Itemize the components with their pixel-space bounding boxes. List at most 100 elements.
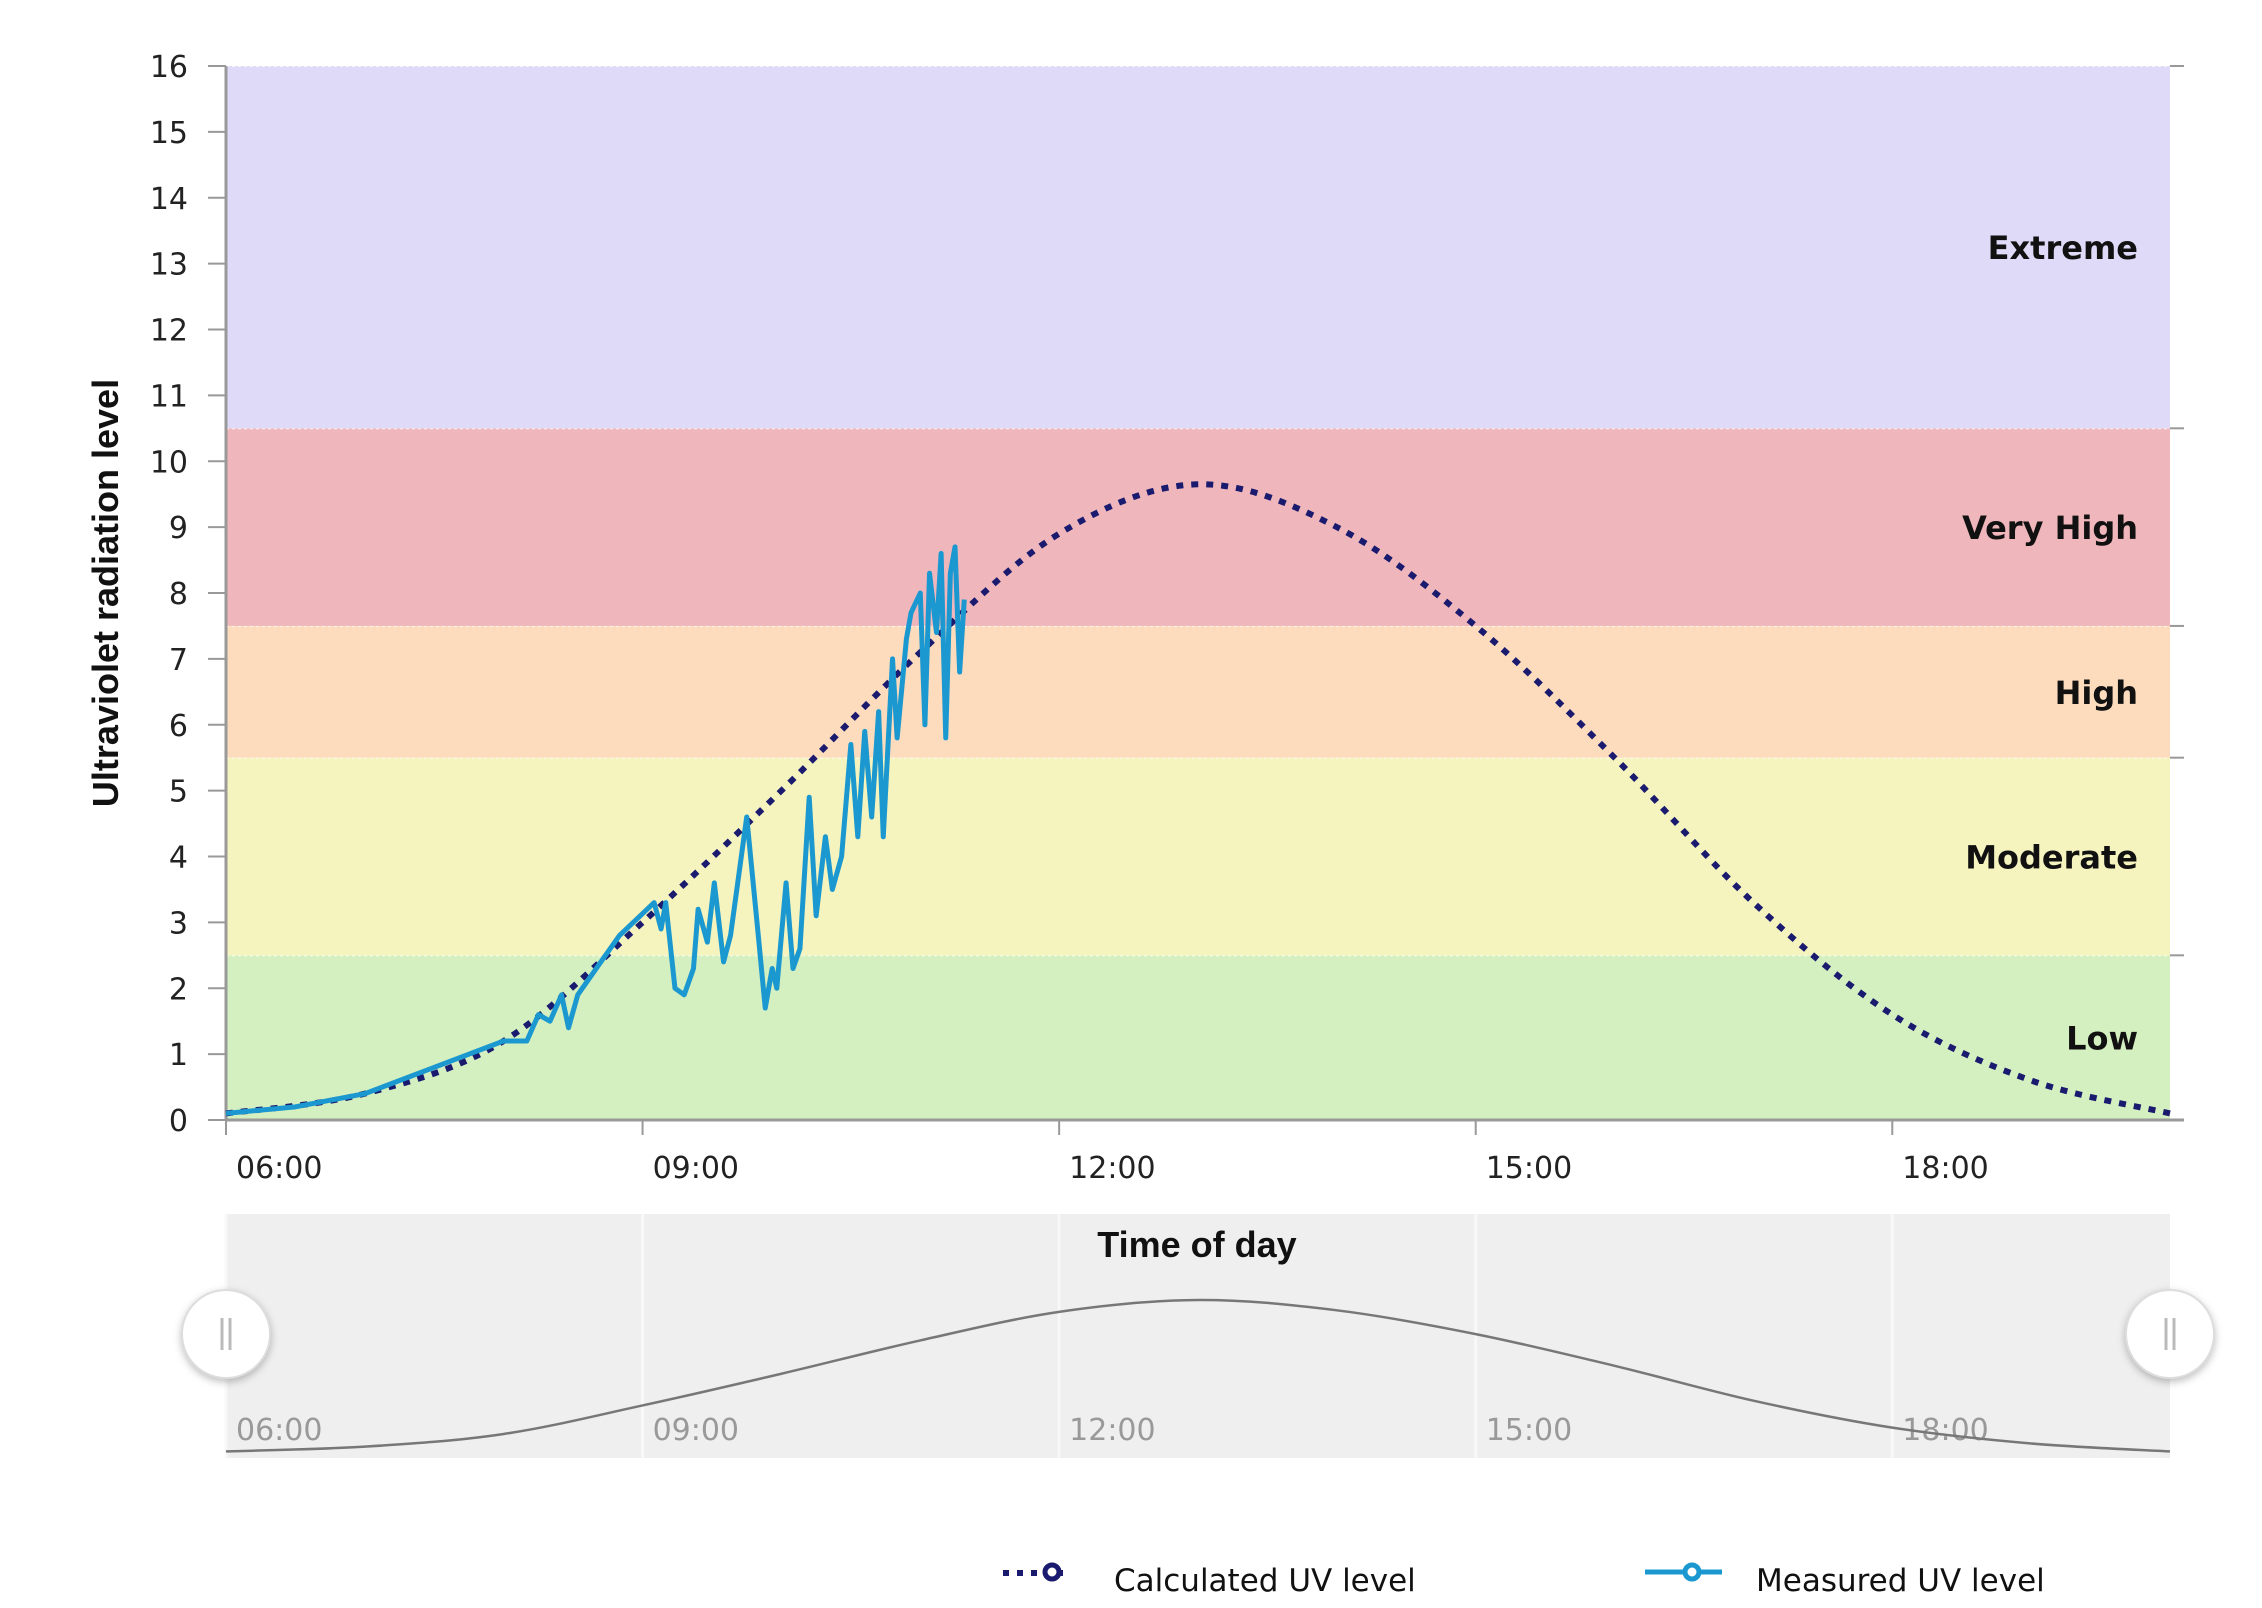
- data-point: [939, 551, 943, 555]
- data-point: [548, 1019, 552, 1023]
- data-point: [502, 1039, 506, 1043]
- data-point: [895, 736, 899, 740]
- data-point: [641, 920, 645, 924]
- band-label-very-high: Very High: [1962, 509, 2138, 547]
- band-label-low: Low: [2066, 1020, 2138, 1058]
- y-tick-label: 2: [169, 972, 188, 1007]
- data-point: [807, 795, 811, 799]
- data-point: [2168, 1111, 2172, 1115]
- data-point: [2029, 1078, 2033, 1082]
- band-label-high: High: [2055, 674, 2138, 712]
- x-tick-label: 06:00: [236, 1151, 322, 1186]
- data-point: [696, 907, 700, 911]
- data-point: [849, 743, 853, 747]
- y-tick-label: 0: [169, 1104, 188, 1139]
- series-measured-uv-level: [225, 544, 967, 1116]
- data-point: [1474, 624, 1478, 628]
- band-high: [226, 625, 2170, 758]
- data-point: [567, 1026, 571, 1030]
- y-tick-label: 13: [150, 248, 188, 283]
- data-point: [791, 966, 795, 970]
- data-point: [770, 966, 774, 970]
- data-point: [775, 986, 779, 990]
- x-tick-label: 12:00: [1069, 1151, 1155, 1186]
- handle-circle[interactable]: [2125, 1289, 2215, 1379]
- data-point: [576, 993, 580, 997]
- navigator-tick-label: 12:00: [1069, 1413, 1155, 1448]
- data-point: [814, 914, 818, 918]
- band-label-extreme: Extreme: [1988, 229, 2138, 267]
- calculated-marker-icon: [1042, 1562, 1062, 1582]
- data-point: [798, 947, 802, 951]
- data-point: [729, 934, 733, 938]
- data-point: [293, 1105, 297, 1109]
- legend-item-measured[interactable]: Measured UV level: [1645, 1562, 2045, 1599]
- data-point: [525, 1039, 529, 1043]
- data-point: [928, 571, 932, 575]
- data-point: [1613, 756, 1617, 760]
- x-tick-label: 15:00: [1486, 1151, 1572, 1186]
- data-point: [432, 1065, 436, 1069]
- data-point: [691, 966, 695, 970]
- y-tick-label: 5: [169, 775, 188, 810]
- data-point: [560, 993, 564, 997]
- handle-circle[interactable]: [181, 1289, 271, 1379]
- data-point: [870, 815, 874, 819]
- legend: Calculated UV level Measured UV level: [1003, 1562, 2045, 1599]
- data-point: [682, 993, 686, 997]
- legend-label-calculated: Calculated UV level: [1114, 1563, 1416, 1599]
- data-point: [1196, 482, 1200, 486]
- band-moderate: [226, 757, 2170, 956]
- y-tick-label: 16: [150, 50, 188, 85]
- data-point: [705, 940, 709, 944]
- data-point: [962, 598, 966, 602]
- data-point: [617, 934, 621, 938]
- navigator-tick-label: 09:00: [653, 1413, 739, 1448]
- data-point: [944, 736, 948, 740]
- navigator-tick-label: 15:00: [1486, 1413, 1572, 1448]
- data-point: [840, 855, 844, 859]
- navigator-handle-left[interactable]: [181, 1289, 271, 1379]
- data-point: [664, 901, 668, 905]
- data-point: [652, 901, 656, 905]
- data-point: [1751, 901, 1755, 905]
- y-tick-label: 14: [150, 182, 188, 217]
- navigator-handle-right[interactable]: [2125, 1289, 2215, 1379]
- band-extreme: [226, 66, 2170, 429]
- data-point: [891, 657, 895, 661]
- data-point: [712, 881, 716, 885]
- navigator[interactable]: 06:00 09:00 12:00 15:00 18:00: [181, 1214, 2215, 1458]
- uv-bands: Low Moderate High Very High Extreme: [226, 65, 2184, 1120]
- y-tick-label: 6: [169, 709, 188, 744]
- measured-marker-icon: [1682, 1562, 1702, 1582]
- series: [225, 481, 2172, 1117]
- data-point: [1335, 525, 1339, 529]
- data-point: [1057, 532, 1061, 536]
- data-point: [1890, 1013, 1894, 1017]
- y-tick-label: 11: [150, 379, 188, 414]
- x-axis-title: Time of day: [1097, 1224, 1296, 1265]
- data-point: [953, 545, 957, 549]
- data-point: [673, 986, 677, 990]
- data-point: [763, 1006, 767, 1010]
- data-point: [756, 934, 760, 938]
- data-point: [784, 881, 788, 885]
- data-point: [934, 631, 938, 635]
- data-point: [877, 710, 881, 714]
- data-point: [918, 591, 922, 595]
- x-tick-label: 18:00: [1902, 1151, 1988, 1186]
- data-point: [948, 571, 952, 575]
- x-tick-label: 09:00: [653, 1151, 739, 1186]
- data-point: [363, 1092, 367, 1096]
- data-point: [909, 611, 913, 615]
- y-axis-title: Ultraviolet radiation level: [85, 379, 126, 807]
- y-tick-label: 7: [169, 643, 188, 678]
- data-point: [536, 1013, 540, 1017]
- y-tick-label: 8: [169, 577, 188, 612]
- data-point: [659, 927, 663, 931]
- legend-item-calculated[interactable]: Calculated UV level: [1003, 1562, 1416, 1599]
- data-point: [823, 835, 827, 839]
- y-tick-label: 15: [150, 116, 188, 151]
